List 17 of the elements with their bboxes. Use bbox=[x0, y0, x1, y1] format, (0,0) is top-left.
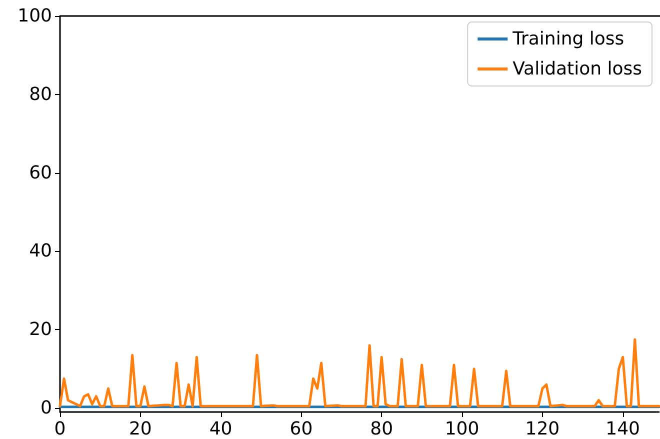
line-series bbox=[58, 338, 660, 408]
legend-label: Training loss bbox=[512, 28, 624, 50]
legend-label: Validation loss bbox=[512, 58, 642, 80]
y-tick-label: 100 bbox=[18, 6, 52, 26]
x-tick-label: 80 bbox=[370, 418, 394, 439]
x-tick-label: 20 bbox=[128, 418, 152, 439]
x-tick-label: 140 bbox=[606, 418, 640, 439]
y-tick-label: 80 bbox=[29, 84, 52, 105]
y-tick-label: 0 bbox=[40, 398, 52, 419]
x-tick-label: 40 bbox=[209, 418, 232, 439]
y-tick-label: 40 bbox=[29, 240, 52, 262]
y-tick-label: 60 bbox=[29, 162, 52, 184]
x-tick-label: 120 bbox=[525, 418, 560, 439]
y-tick-label: 20 bbox=[29, 319, 52, 340]
x-tick-label: 60 bbox=[290, 418, 313, 439]
x-tick-label: 100 bbox=[444, 418, 480, 439]
x-tick-label: 0 bbox=[54, 418, 66, 439]
